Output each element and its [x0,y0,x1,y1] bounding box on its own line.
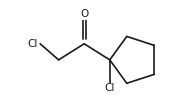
Text: O: O [80,9,88,19]
Text: Cl: Cl [28,39,38,49]
Text: Cl: Cl [105,83,115,93]
